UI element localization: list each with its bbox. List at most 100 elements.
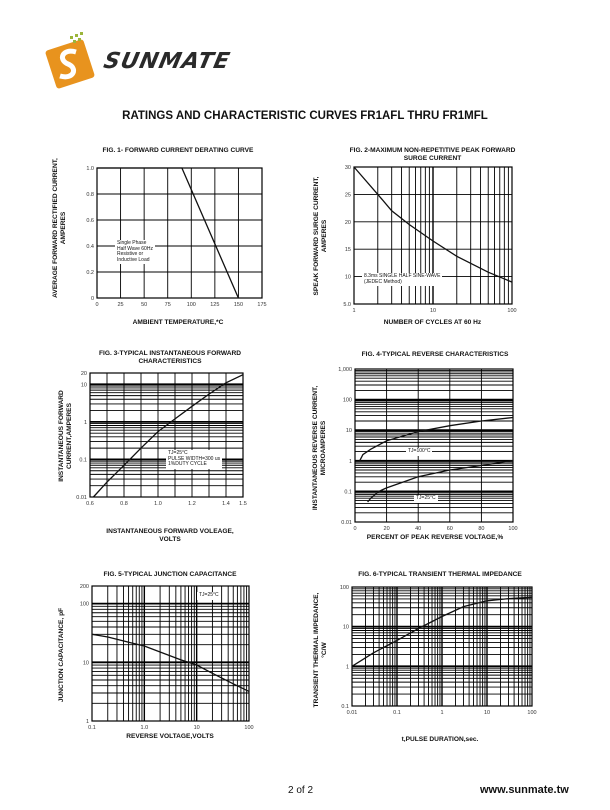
y-tick-label: 10 (81, 382, 87, 388)
x-tick-label: 20 (384, 526, 390, 532)
x-tick-label: 100 (507, 308, 516, 314)
title-line: FIG. 3-TYPICAL INSTANTANEOUS FORWARD (98, 350, 241, 357)
series-line (351, 596, 533, 667)
y-tick-label: 5.0 (343, 302, 351, 308)
website-link[interactable]: www.sunmate.tw (480, 784, 569, 796)
y-tick-label: 0 (91, 296, 94, 302)
annotation-line: (JEDEC Method) (364, 278, 402, 285)
title-line: CHARACTERISTICS (138, 358, 202, 365)
plot-frame (96, 167, 263, 299)
fig4-ylabel: INSTANTANEOUS REVERSE CURRENT, MICROAMPER… (312, 386, 328, 510)
fig4-ylabel-line: MICROAMPERES (320, 420, 327, 476)
fig2-ylabel-line: AMPERES (321, 219, 328, 253)
brand-wordmark: SUNMATE (101, 49, 233, 74)
y-tick-label: 1,000 (338, 367, 352, 373)
y-tick-label: 10 (343, 625, 349, 631)
fig4-legend-100c: TJ=100°C (406, 448, 433, 456)
x-tick-label: 60 (447, 526, 453, 532)
fig5-annotation: TJ=25°C (197, 592, 221, 600)
series-line (97, 167, 239, 299)
annotation-line: 1%DUTY CYCLE (168, 461, 207, 468)
series-line (367, 460, 514, 503)
y-tick-label: 20 (81, 371, 87, 377)
annotation-line: Single Phase (117, 240, 147, 246)
plot-frame (353, 166, 513, 305)
y-tick-label: 20 (345, 220, 351, 226)
fig5-ylabel: JUNCTION CAPACITANCE, pF (58, 607, 65, 703)
fig3-plot: 0.6 0.8 1.0 1.2 1.4 1.5 0.01 0.1 1 10 20 (76, 371, 247, 507)
y-tick-label: 1 (86, 719, 89, 725)
x-tick-label: 10 (430, 308, 436, 314)
series-line (92, 374, 244, 498)
x-tick-label: 0.8 (120, 501, 128, 507)
y-tick-label: 0.6 (86, 218, 94, 224)
x-tick-label: 1.0 (154, 501, 162, 507)
y-tick-label: 100 (80, 602, 89, 608)
y-tick-label: 1.0 (86, 166, 94, 172)
page-number: 2 of 2 (288, 785, 314, 796)
fig4-legend-25c: TJ=25°C (414, 495, 438, 503)
y-tick-label: 10 (83, 660, 89, 666)
fig1-ylabel-line: AVERAGE FORWARD RECTIFIED CURRENT, (52, 158, 59, 298)
title-line: FIG. 2-MAXIMUM NON-REPETITIVE PEAK FORWA… (349, 147, 516, 154)
x-tick-label: 100 (244, 725, 253, 731)
x-tick-label: 0 (95, 302, 98, 308)
x-tick-label: 100 (527, 710, 536, 716)
fig4-xlabel: PERCENT OF PEAK REVERSE VOLTAGE,% (366, 534, 504, 541)
x-tick-label: 10 (484, 710, 490, 716)
fig6-title: FIG. 6-TYPICAL TRANSIENT THERMAL IMPEDAN… (358, 571, 522, 578)
x-tick-label: 0.01 (347, 710, 358, 716)
x-tick-label: 10 (194, 725, 200, 731)
y-tick-label: 10 (346, 428, 352, 434)
annotation-line: Half Wave 60Hz (117, 245, 153, 252)
fig3-ylabel: INSTANTANEOUS FORWARD CURRENT,AMPERES (58, 390, 74, 482)
fig3-title: FIG. 3-TYPICAL INSTANTANEOUS FORWARD CHAR… (70, 350, 270, 366)
y-tick-label: 0.4 (86, 244, 94, 250)
page-title: RATINGS AND CHARACTERISTIC CURVES FR1AFL… (122, 110, 488, 122)
x-tick-label: 1 (440, 710, 443, 716)
plot-frame (354, 368, 514, 523)
fig1-ylabel-line: AMPERES (60, 211, 67, 245)
xlabel-line: INSTANTANEOUS FORWARD VOLEAGE, (106, 528, 234, 535)
fig1-annotation: Single Phase Half Wave 60Hz Resistive or In… (115, 240, 155, 265)
fig5-plot: 0.1 1.0 10 100 1 10 100 200 (80, 584, 254, 731)
fig3-ylabel-line: CURRENT,AMPERES (66, 403, 73, 469)
x-tick-label: 0.6 (86, 501, 94, 507)
y-tick-label: 10 (345, 275, 351, 281)
x-tick-label: 1 (352, 308, 355, 314)
annotation-line: TJ=25°C (168, 450, 188, 456)
fig1-plot: 0 25 50 75 100 125 150 175 0 0.2 0.4 0.6 0.8 1.0 (86, 166, 266, 308)
y-tick-label: 0.01 (341, 520, 352, 526)
x-tick-label: 1.2 (188, 501, 196, 507)
fig1-xlabel: AMBIENT TEMPERATURE,*C (132, 319, 224, 326)
series-line (359, 416, 514, 462)
y-tick-label: 200 (80, 584, 89, 590)
y-tick-label: 0.2 (86, 270, 94, 276)
y-tick-label: 100 (340, 585, 349, 591)
sunmate-logo-icon (45, 32, 95, 89)
y-tick-label: 1 (84, 420, 87, 426)
fig5-title: FIG. 5-TYPICAL JUNCTION CAPACITANCE (103, 571, 237, 578)
series-line (91, 633, 250, 692)
x-tick-label: 1.5 (239, 501, 247, 507)
plot-frame (91, 585, 250, 722)
x-tick-label: 100 (508, 526, 517, 532)
title-line: SURGE CURRENT (403, 155, 462, 162)
fig2-ylabel-line: SPEAK FORWARD SURGE CURRENT, (313, 176, 320, 296)
fig2-xlabel: NUMBER OF CYCLES AT 60 Hz (383, 319, 482, 326)
y-tick-label: 30 (345, 165, 351, 171)
fig3-ylabel-line: INSTANTANEOUS FORWARD (58, 390, 65, 482)
plot-frame (351, 586, 533, 707)
x-tick-label: 125 (210, 302, 219, 308)
x-tick-label: 40 (415, 526, 421, 532)
x-tick-label: 0.1 (88, 725, 96, 731)
fig1-ylabel: AVERAGE FORWARD RECTIFIED CURRENT, AMPERE… (52, 158, 68, 298)
y-tick-label: 0.01 (76, 495, 87, 501)
fig6-xlabel: t,PULSE DURATION,sec. (401, 736, 479, 743)
fig2-annotation: 8.3ms SINGLE HALF SINE-WAVE (JEDEC Method… (362, 273, 443, 287)
fig6-ylabel-line: °C/W (321, 642, 328, 658)
annotation-line: PULSE WIDTH=300 us (168, 455, 221, 462)
y-tick-label: 100 (343, 398, 352, 404)
